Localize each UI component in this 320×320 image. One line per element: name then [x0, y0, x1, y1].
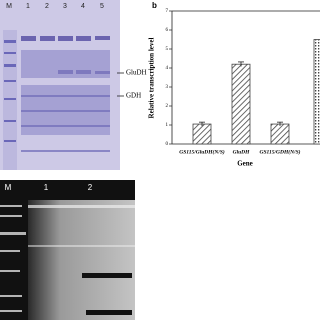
lane-label: 1 — [44, 183, 49, 192]
panel-label: b — [152, 1, 157, 10]
y-tick-label: 7 — [166, 9, 169, 14]
band-label: GluDH — [126, 69, 147, 77]
lane-label: 3 — [63, 3, 67, 10]
lane-label: 5 — [100, 3, 104, 10]
bar — [313, 39, 320, 145]
bar — [231, 63, 251, 145]
y-axis-label: Relative transcription level — [148, 38, 156, 119]
band-label: GDH — [126, 92, 141, 100]
x-tick-label: GluDH — [233, 149, 251, 155]
y-tick-label: 4 — [166, 66, 169, 71]
lane-label: 4 — [81, 3, 85, 10]
agarose-gel: M 1 2 — [0, 180, 135, 320]
bar-chart: 0 1 2 3 4 5 6 7 GS115/GluDH(N/S) GluDH GS115/GDH(N… — [166, 9, 320, 155]
x-tick-label: GS115/GDH(N/S) — [260, 148, 301, 155]
y-tick-label: 0 — [166, 142, 169, 147]
y-tick-label: 6 — [166, 28, 169, 33]
y-tick-label: 2 — [166, 104, 169, 109]
lane-label: 1 — [26, 3, 30, 10]
sds-page-gel: M 1 2 3 4 5 — [0, 0, 120, 170]
lane-label: 2 — [45, 3, 49, 10]
bar — [270, 123, 290, 145]
lane-label: M — [6, 3, 12, 10]
lane-label: 2 — [88, 183, 93, 192]
y-tick-label: 3 — [166, 85, 169, 90]
y-tick-label: 1 — [166, 123, 169, 128]
y-tick-label: 5 — [166, 47, 169, 52]
x-axis-label: Gene — [237, 160, 253, 168]
bar — [192, 123, 212, 145]
x-tick-label: GS115/GluDH(N/S) — [179, 148, 225, 155]
lane-label: M — [5, 183, 12, 192]
